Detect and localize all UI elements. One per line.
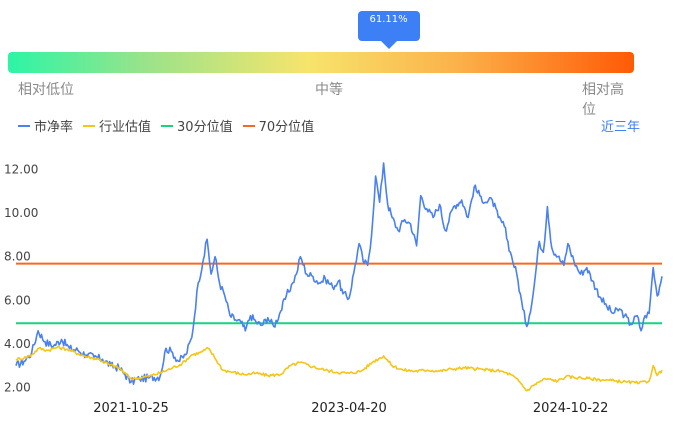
legend-swatch-p30	[161, 124, 174, 127]
percentile-tooltip: 61.11%	[357, 11, 420, 41]
valuation-gauge: 61.11% 相对低位 中等 相对高位	[8, 0, 634, 118]
legend-label-p70: 70分位值	[258, 120, 315, 135]
y-tick-label-2: 6.00	[4, 293, 31, 307]
time-range-button[interactable]: 近三年	[600, 120, 640, 135]
y-tick-label-4: 10.00	[4, 206, 38, 220]
y-tick-label-1: 4.00	[4, 337, 31, 351]
series-line-0	[15, 162, 663, 385]
gauge-label-mid: 中等	[315, 82, 343, 98]
legend-swatch-industry	[83, 124, 96, 127]
x-tick-label-1: 2023-04-20	[311, 401, 387, 416]
legend-swatch-pb	[18, 124, 30, 127]
gauge-label-low: 相对低位	[18, 82, 74, 98]
legend-label-p30: 30分位值	[177, 120, 233, 135]
legend-item-pb[interactable]: 市净率	[18, 116, 73, 135]
gauge-bar	[8, 52, 634, 73]
series-line-1	[15, 345, 663, 392]
percentile-value: 61.11%	[369, 14, 408, 25]
y-tick-label-5: 12.00	[4, 163, 38, 177]
x-tick-label-0: 2021-10-25	[93, 401, 169, 416]
y-tick-label-0: 2.00	[4, 381, 31, 395]
legend-item-industry[interactable]: 行业估值	[83, 116, 151, 135]
x-tick-label-2: 2024-10-22	[533, 401, 609, 416]
legend-item-p30[interactable]: 30分位值	[161, 116, 233, 135]
chart-legend: 市净率 行业估值 30分位值 70分位值	[18, 116, 324, 135]
legend-item-p70[interactable]: 70分位值	[242, 116, 315, 135]
legend-label-industry: 行业估值	[99, 120, 152, 135]
y-tick-label-3: 8.00	[4, 250, 31, 264]
legend-swatch-p70	[242, 124, 255, 127]
legend-label-pb: 市净率	[34, 120, 74, 135]
gauge-label-high: 相对高位	[582, 82, 624, 118]
